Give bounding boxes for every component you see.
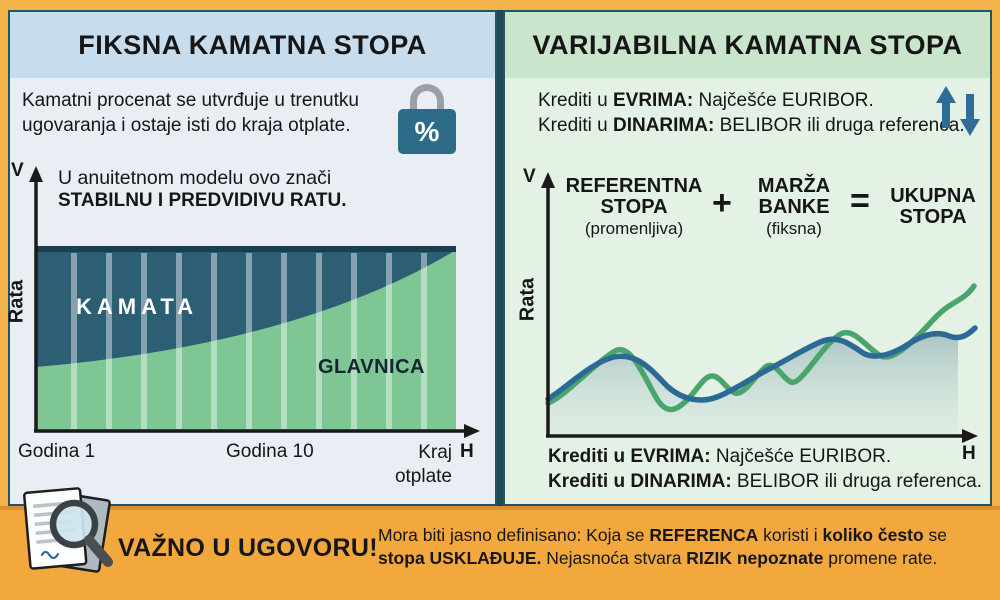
equals-operator: = (850, 182, 870, 220)
text-run-bold: koliko često (822, 525, 924, 545)
left-y-axis-arrow-label: V (11, 160, 24, 181)
variable-rate-title: VARIJABILNA KAMATNA STOPA (532, 29, 963, 60)
up-down-arrows-icon (936, 86, 980, 136)
text-run-bold: REFERENCA (649, 525, 759, 545)
top-line-euro: Krediti u EVRIMA: Najčešće EURIBOR. (538, 88, 965, 113)
annuity-note-regular: U anuitetnom modelu ovo znači (58, 167, 332, 189)
formula-term2-line1: MARŽA (757, 175, 831, 197)
x-tick-end-of-repayment: Kraj otplate (394, 442, 452, 487)
footer-heading: VAŽNO U UGOVORU! (118, 534, 378, 562)
principal-area-label: GLAVNICA (318, 356, 425, 378)
top-line-dinar: Krediti u DINARIMA: BELIBOR ili druga re… (538, 113, 965, 138)
plus-operator: + (712, 184, 732, 222)
text-run-bold: EVRIMA: (612, 90, 694, 111)
x-tick-year1: Godina 1 (18, 441, 96, 462)
text-run-bold: Krediti u DINARIMA: (548, 471, 732, 492)
formula-term1-note: (promenljiva) (584, 219, 684, 238)
footer-band (0, 506, 1000, 600)
text-run: promene rate. (823, 548, 938, 568)
left-y-axis-label: Rata (5, 279, 28, 324)
text-run-bold: DINARIMA: (612, 115, 715, 136)
text-run: BELIBOR ili druga referenca. (731, 471, 982, 492)
text-run: BELIBOR ili druga referenca. (714, 115, 965, 136)
formula-result-line2: STOPA (899, 206, 967, 228)
formula-reference-rate: REFERENTNA STOPA (promenljiva) (560, 176, 708, 239)
text-run: Najčešće EURIBOR. (710, 446, 892, 467)
text-run: Nejasnoća stvara (541, 548, 687, 568)
formula-total-rate: UKUPNA STOPA (880, 186, 986, 228)
bottom-line-dinar: Krediti u DINARIMA: BELIBOR ili druga re… (548, 469, 982, 494)
lock-shackle (410, 84, 444, 112)
text-run-bold: stopa USKLAĐUJE. (378, 548, 542, 568)
footer-text: Mora biti jasno definisano: Koja se REFE… (378, 524, 996, 570)
formula-term2-line2: BANKE (758, 196, 830, 218)
formula-result-line1: UKUPNA (890, 185, 976, 207)
document-magnifier-icon (23, 487, 113, 573)
lock-body: % (398, 109, 456, 154)
text-run: Najčešće EURIBOR. (693, 90, 874, 111)
formula-term2-note: (fiksna) (766, 219, 822, 238)
interest-area-label: KAMATA (76, 294, 199, 319)
text-run: se (923, 525, 948, 545)
text-run-bold: Krediti u EVRIMA: (548, 446, 711, 467)
variable-rate-header-band: VARIJABILNA KAMATNA STOPA (505, 12, 990, 78)
right-y-axis-arrow-label: V (523, 166, 536, 187)
fixed-rate-description: Kamatni procenat se utvrđuje u trenutku … (22, 90, 359, 136)
footer-line-2: stopa USKLAĐUJE. Nejasnoća stvara RIZIK … (378, 547, 996, 570)
text-run: Krediti u (538, 115, 613, 136)
variable-rate-bottom-text: Krediti u EVRIMA: Najčešće EURIBOR. Kred… (548, 444, 982, 494)
variable-rate-top-text: Krediti u EVRIMA: Najčešće EURIBOR. Kred… (538, 88, 965, 138)
annuity-note-bold: STABILNU I PREDVIDIVU RATU. (58, 190, 347, 211)
fixed-rate-title: FIKSNA KAMATNA STOPA (78, 29, 427, 60)
footer-line-1: Mora biti jasno definisano: Koja se REFE… (378, 524, 996, 547)
lock-percent-icon: % (396, 84, 458, 154)
percent-symbol: % (414, 115, 440, 147)
text-run: Mora biti jasno definisano: Koja se (378, 525, 650, 545)
text-run: koristi i (758, 525, 823, 545)
formula-term1-line2: STOPA (600, 196, 668, 218)
right-x-axis-end-label: H (962, 443, 976, 464)
variable-rate-panel: VARIJABILNA KAMATNA STOPA (503, 10, 992, 506)
panel-divider (497, 10, 503, 506)
text-run: Krediti u (538, 90, 613, 111)
right-y-axis-label: Rata (516, 277, 539, 322)
fixed-rate-header-band: FIKSNA KAMATNA STOPA (10, 12, 495, 78)
bottom-line-euro: Krediti u EVRIMA: Najčešće EURIBOR. (548, 444, 982, 469)
formula-term1-line1: REFERENTNA (565, 175, 703, 197)
x-tick-year10: Godina 10 (226, 441, 314, 462)
text-run-bold: RIZIK nepoznate (686, 548, 824, 568)
left-x-axis-end-label: H (460, 441, 474, 462)
formula-bank-margin: MARŽA BANKE (fiksna) (742, 176, 846, 239)
